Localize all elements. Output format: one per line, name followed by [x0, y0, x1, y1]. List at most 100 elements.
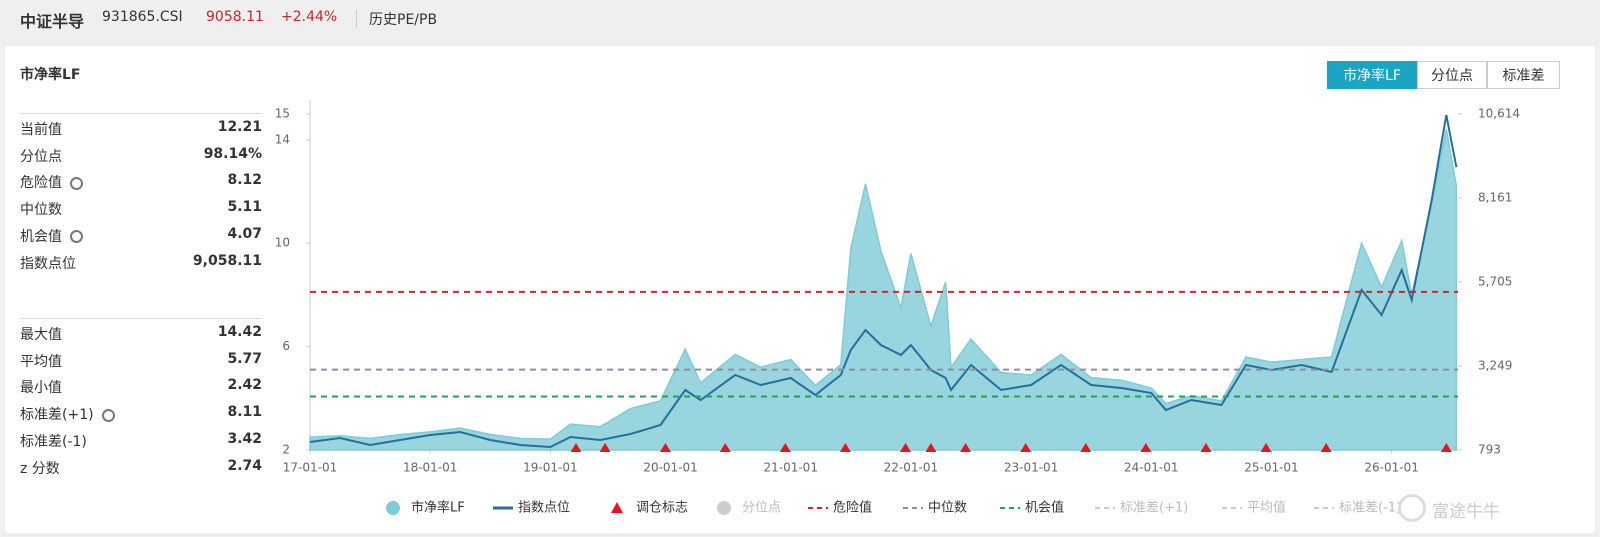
stat-row: 危险值 8.12: [20, 172, 262, 192]
rebalance-marker: [1200, 443, 1212, 452]
stat-value: 2.42: [227, 377, 262, 394]
rebalance-marker: [1320, 443, 1332, 452]
x-tick-label: 20-01-01: [643, 461, 697, 475]
stat-row: z 分数 2.74: [20, 458, 262, 478]
x-tick-label: 17-01-01: [283, 461, 337, 475]
stat-value: 2.74: [227, 457, 262, 474]
stat-row: 分位点 98.14%: [20, 146, 262, 166]
index-line: [309, 114, 1458, 449]
watermark: 富途牛牛: [1432, 502, 1500, 522]
y-tick-label: 14: [275, 132, 290, 146]
y2-tick-label: 793: [1478, 443, 1501, 457]
divider: [356, 10, 357, 28]
x-tick-label: 23-01-01: [1004, 461, 1058, 475]
tab-button[interactable]: 分位点: [1417, 61, 1487, 89]
stat-row: 标准差(-1) 3.42: [20, 431, 262, 451]
rebalance-marker: [599, 443, 611, 452]
stat-value: 12.21: [217, 119, 262, 135]
x-tick-label: 26-01-01: [1364, 461, 1418, 475]
x-tick-label: 21-01-01: [763, 461, 817, 475]
stat-value: 98.14%: [203, 145, 262, 162]
legend-label[interactable]: 指数点位: [518, 501, 570, 516]
rebalance-marker: [1080, 443, 1092, 452]
stat-label: 指数点位: [20, 255, 76, 272]
stat-row: 指数点位 9,058.11: [20, 253, 262, 273]
rebalance-marker: [659, 443, 671, 452]
index-change: +2.44%: [281, 9, 338, 25]
stat-label: 当前值: [20, 122, 62, 138]
stat-row: 当前值 12.21: [20, 119, 262, 139]
separator: [20, 318, 262, 319]
y2-tick-label: 3,249: [1478, 358, 1512, 372]
rebalance-marker: [570, 443, 582, 452]
y-tick-label: 10: [275, 236, 290, 250]
legend-label[interactable]: 分位点: [742, 501, 781, 516]
stat-label: z 分数: [20, 460, 60, 477]
legend-label[interactable]: 平均值: [1247, 500, 1286, 516]
x-tick-label: 18-01-01: [403, 461, 457, 475]
legend-symbol: [717, 501, 731, 515]
rebalance-marker: [900, 443, 912, 452]
gear-icon[interactable]: [101, 408, 115, 422]
y2-tick-label: 5,705: [1478, 274, 1512, 288]
stat-label: 最小值: [20, 380, 62, 397]
legend-label[interactable]: 市净率LF: [411, 500, 465, 516]
panel-title: 市净率LF: [20, 67, 81, 83]
x-tick-label: 22-01-01: [884, 461, 938, 475]
rebalance-marker: [839, 443, 851, 452]
stat-row: 平均值 5.77: [20, 351, 262, 371]
stat-value: 3.42: [227, 430, 262, 447]
stat-row: 最大值 14.42: [20, 324, 262, 344]
y-tick-label: 2: [282, 443, 290, 457]
rebalance-marker: [1260, 443, 1272, 452]
gear-icon[interactable]: [70, 176, 83, 190]
stat-row: 机会值 4.07: [20, 226, 262, 246]
y-tick-label: 15: [275, 107, 290, 121]
stat-label: 分位点: [20, 148, 62, 165]
index-code: 931865.CSI: [102, 9, 183, 25]
legend-symbol: [386, 501, 400, 515]
tab-button[interactable]: 标准差: [1487, 61, 1560, 89]
y2-tick-label: 8,161: [1478, 190, 1512, 204]
stat-value: 5.11: [227, 199, 262, 216]
stat-value: 5.77: [227, 350, 262, 367]
stat-label: 最大值: [20, 327, 62, 343]
tab[interactable]: 历史PE/PB: [369, 12, 438, 28]
stat-label: 标准差(-1): [20, 433, 87, 450]
y2-tick-label: 10,614: [1478, 107, 1520, 121]
rebalance-marker: [719, 443, 731, 452]
rebalance-marker: [1440, 443, 1452, 452]
index-name: 中证半导: [20, 12, 85, 31]
pb-area: [309, 128, 1458, 451]
stat-label: 中位数: [20, 202, 62, 219]
legend-label[interactable]: 危险值: [833, 500, 872, 516]
rebalance-marker: [779, 443, 791, 452]
rebalance-marker: [1140, 443, 1152, 452]
stat-value: 8.12: [227, 172, 262, 189]
legend-label[interactable]: 机会值: [1025, 500, 1064, 516]
stat-label: 平均值: [20, 353, 62, 370]
x-tick-label: 25-01-01: [1244, 461, 1298, 475]
tab-button[interactable]: 市净率LF: [1327, 61, 1417, 89]
rebalance-marker: [925, 443, 937, 452]
stat-value: 8.11: [227, 404, 262, 421]
x-tick-label: 24-01-01: [1124, 461, 1178, 475]
legend-label[interactable]: 中位数: [928, 501, 967, 516]
watermark-logo: [1398, 494, 1426, 522]
stat-row: 最小值 2.42: [20, 377, 262, 397]
stat-value: 4.07: [227, 225, 262, 242]
index-price: 9058.11: [206, 9, 264, 25]
legend-label[interactable]: 标准差(+1): [1120, 501, 1188, 516]
legend-label[interactable]: 调仓标志: [636, 501, 688, 516]
y-tick-label: 6: [282, 339, 290, 353]
x-tick-label: 19-01-01: [523, 461, 577, 475]
stat-value: 9,058.11: [192, 252, 262, 269]
legend-symbol: [611, 502, 623, 513]
stat-row: 中位数 5.11: [20, 199, 262, 219]
gear-icon[interactable]: [70, 230, 83, 244]
legend-label[interactable]: 标准差(-1): [1339, 501, 1401, 516]
rebalance-marker: [1020, 443, 1032, 452]
stat-label: 机会值: [20, 228, 62, 245]
